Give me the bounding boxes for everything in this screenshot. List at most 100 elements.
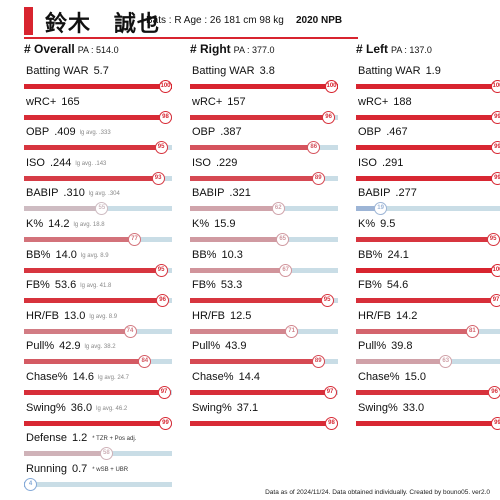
stat-value: .387 bbox=[220, 126, 242, 139]
stat-label: HR/FB 14.2 bbox=[358, 309, 417, 323]
stat-row: Swing% 36.0 lg avg. 46.2 99 bbox=[24, 401, 174, 437]
stat-name: BABIP bbox=[26, 187, 59, 200]
stat-label: BABIP .277 bbox=[358, 186, 417, 200]
stat-row: K% 15.9 65 bbox=[190, 217, 340, 253]
percentile-track: 98 bbox=[24, 110, 172, 124]
percentile-bar bbox=[190, 175, 322, 181]
stat-value: 3.8 bbox=[259, 65, 275, 77]
percentile-track: 63 bbox=[356, 355, 500, 369]
stat-name: K% bbox=[192, 218, 210, 230]
stat-label: Chase% 15.0 bbox=[358, 370, 426, 384]
stat-value: .244 bbox=[49, 156, 72, 169]
percentile-badge: 99 bbox=[491, 110, 500, 124]
percentile-track: 62 bbox=[190, 202, 338, 216]
percentile-bar bbox=[190, 390, 334, 395]
stat-value: .321 bbox=[229, 187, 251, 200]
stat-value: 54.6 bbox=[386, 279, 409, 292]
season-label: 2020 NPB bbox=[296, 15, 343, 26]
stat-value: 53.6 bbox=[54, 279, 77, 292]
percentile-badge: 100 bbox=[159, 80, 172, 93]
stat-name: HR/FB bbox=[26, 309, 59, 322]
percentile-bar bbox=[356, 114, 500, 120]
header-rule bbox=[24, 37, 358, 39]
percentile-badge: 89 bbox=[311, 171, 325, 185]
stat-label: ISO .229 bbox=[192, 156, 237, 170]
percentile-track: 96 bbox=[190, 110, 338, 124]
percentile-badge: 4 bbox=[24, 477, 37, 491]
percentile-bar bbox=[356, 298, 500, 304]
stat-row: BB% 10.3 67 bbox=[190, 248, 340, 284]
league-average: lg avg. 18.8 bbox=[73, 222, 105, 228]
stat-label: BB% 24.1 bbox=[358, 248, 409, 262]
percentile-badge: 96 bbox=[156, 294, 170, 308]
percentile-track: 99 bbox=[356, 141, 500, 155]
percentile-track: 4 bbox=[24, 477, 172, 491]
stat-row: ISO .229 89 bbox=[190, 156, 340, 192]
stat-row: ISO .291 99 bbox=[356, 156, 500, 192]
percentile-badge: 55 bbox=[95, 202, 109, 216]
stat-label: ISO .291 bbox=[358, 156, 403, 170]
percentile-bar bbox=[190, 206, 282, 212]
stat-note: * TZR + Pos adj. bbox=[92, 436, 137, 443]
stat-name: K% bbox=[26, 218, 44, 230]
percentile-bar bbox=[24, 298, 167, 304]
title-accent-bar bbox=[24, 7, 33, 35]
percentile-badge: 96 bbox=[488, 386, 500, 399]
percentile-badge: 93 bbox=[151, 171, 165, 185]
percentile-track: 58 bbox=[24, 447, 172, 461]
stat-note: * wSB + UBR bbox=[92, 466, 129, 473]
stat-label: Batting WAR 5.7 bbox=[26, 64, 109, 78]
percentile-bar bbox=[24, 206, 106, 212]
stat-name: FB% bbox=[26, 279, 50, 292]
percentile-badge: 96 bbox=[322, 110, 336, 124]
stat-label: FB% 53.3 bbox=[192, 278, 242, 292]
percentile-badge: 74 bbox=[123, 324, 137, 338]
percentile-bar bbox=[356, 328, 476, 334]
percentile-track: 89 bbox=[190, 171, 338, 185]
percentile-bar bbox=[356, 359, 450, 365]
stat-name: Batting WAR bbox=[26, 65, 89, 77]
stat-label: FB% 53.6 lg avg. 41.8 bbox=[26, 278, 111, 293]
league-average: lg avg. .304 bbox=[88, 191, 120, 198]
percentile-bar bbox=[24, 84, 172, 89]
percentile-bar bbox=[356, 237, 497, 242]
percentile-track: 95 bbox=[24, 263, 172, 277]
stat-name: Pull% bbox=[192, 340, 221, 353]
percentile-badge: 95 bbox=[486, 233, 500, 246]
stat-row: Pull% 39.8 63 bbox=[356, 339, 500, 375]
percentile-track: 97 bbox=[24, 386, 172, 399]
league-average: lg avg. 46.2 bbox=[96, 405, 128, 412]
percentile-track: 97 bbox=[356, 294, 500, 308]
stat-row: Chase% 14.4 97 bbox=[190, 370, 340, 406]
stat-label: wRC+ 165 bbox=[26, 95, 80, 109]
percentile-bar bbox=[356, 145, 500, 151]
percentile-bar bbox=[190, 145, 318, 151]
percentile-track: 100 bbox=[356, 80, 500, 93]
stat-row: OBP .467 99 bbox=[356, 125, 500, 161]
stat-row: wRC+ 165 98 bbox=[24, 95, 174, 131]
panel-pa: PA : 377.0 bbox=[233, 45, 275, 55]
stat-row: Pull% 42.9 lg avg. 38.2 84 bbox=[24, 339, 174, 375]
stat-name: Chase% bbox=[192, 371, 234, 383]
stat-value: 43.9 bbox=[225, 340, 247, 353]
percentile-track: 71 bbox=[190, 324, 338, 338]
stat-value: 1.9 bbox=[425, 65, 441, 77]
percentile-badge: 100 bbox=[491, 80, 500, 93]
stat-row: Running 0.7 * wSB + UBR 4 bbox=[24, 462, 174, 498]
percentile-bar bbox=[24, 175, 162, 181]
percentile-bar bbox=[190, 267, 290, 273]
stat-name: BABIP bbox=[192, 187, 225, 200]
percentile-bar bbox=[356, 84, 500, 89]
stat-name: Pull% bbox=[358, 340, 387, 353]
panel-header: # Left PA : 137.0 bbox=[356, 42, 500, 58]
percentile-track: 98 bbox=[190, 416, 338, 430]
percentile-track: 77 bbox=[24, 233, 172, 246]
percentile-bar bbox=[190, 114, 333, 120]
panel-pa: PA : 514.0 bbox=[77, 45, 119, 55]
stat-row: BABIP .310 lg avg. .304 55 bbox=[24, 186, 174, 222]
percentile-bar bbox=[356, 175, 500, 181]
panel-header: # Overall PA : 514.0 bbox=[24, 42, 174, 58]
stat-value: 5.7 bbox=[93, 65, 109, 77]
percentile-track: 84 bbox=[24, 355, 172, 369]
stat-name: HR/FB bbox=[192, 309, 225, 322]
